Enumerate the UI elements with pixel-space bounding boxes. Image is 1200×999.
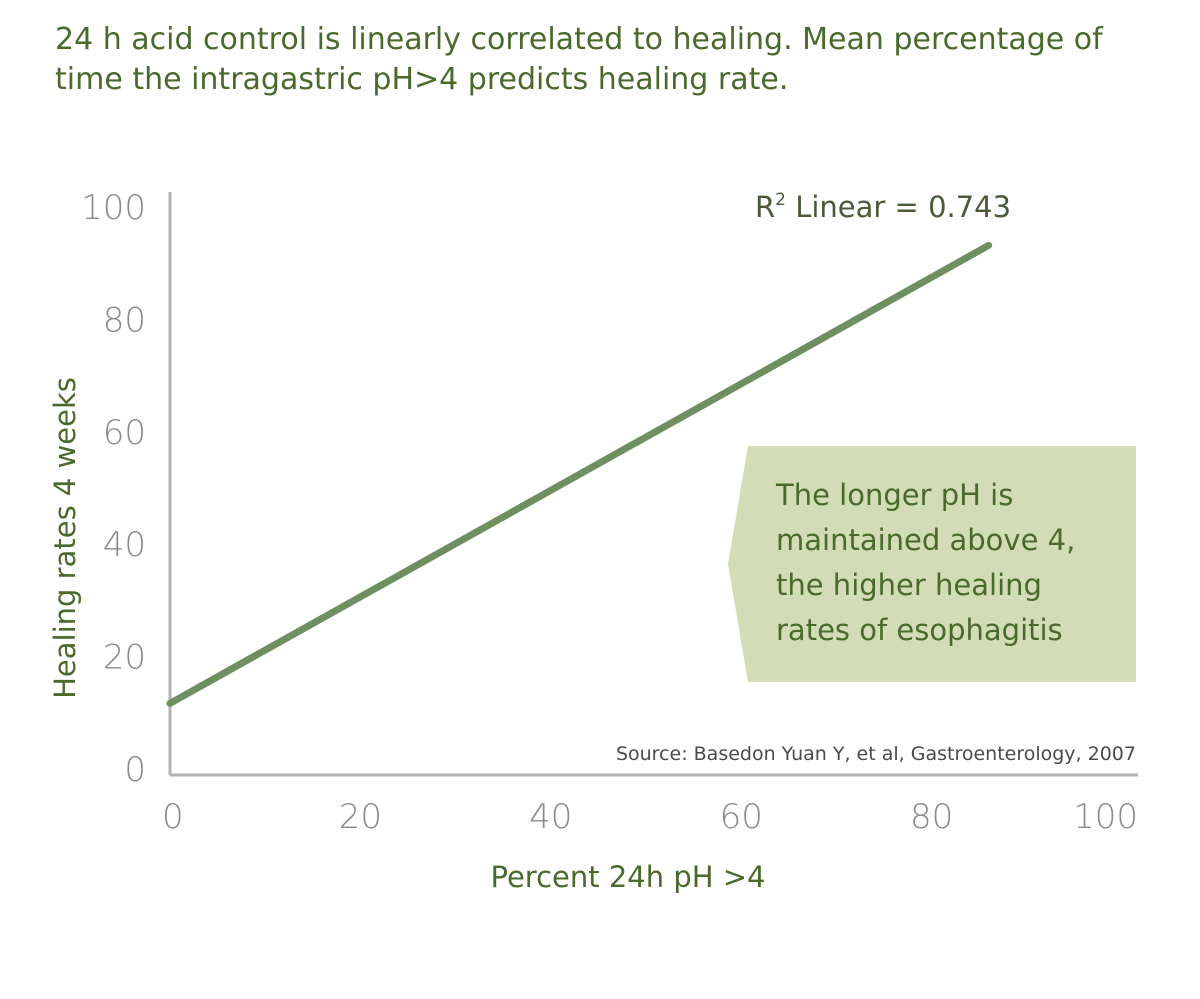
x-tick-label: 40 bbox=[529, 797, 572, 837]
y-tick-label: 80 bbox=[103, 300, 146, 340]
x-tick-label: 60 bbox=[720, 797, 763, 837]
y-tick-label: 60 bbox=[103, 413, 146, 453]
r-squared-superscript: 2 bbox=[775, 190, 786, 210]
y-axis-label: Healing rates 4 weeks bbox=[48, 377, 82, 699]
chart-title-line-1: 24 h acid control is linearly correlated… bbox=[55, 22, 1103, 57]
x-tick-label: 20 bbox=[339, 797, 382, 837]
x-axis-label: Percent 24h pH >4 bbox=[490, 860, 765, 894]
callout-line: rates of esophagitis bbox=[776, 613, 1063, 647]
series-group bbox=[166, 241, 993, 707]
chart-title-line-2: time the intragastric pH>4 predicts heal… bbox=[55, 62, 789, 97]
y-tick-label: 40 bbox=[103, 525, 146, 565]
callout-box bbox=[728, 446, 1136, 682]
r-squared-prefix: R bbox=[755, 190, 775, 224]
callout-line: The longer pH is bbox=[775, 478, 1013, 512]
chart-title: 24 h acid control is linearly correlated… bbox=[55, 20, 1155, 100]
callout-line: the higher healing bbox=[776, 568, 1042, 602]
x-tick-label: 100 bbox=[1073, 797, 1138, 837]
regression-line bbox=[166, 241, 993, 707]
r-squared-label: R2 Linear = 0.743 bbox=[755, 190, 1011, 224]
y-tick-label: 20 bbox=[103, 638, 146, 678]
r-squared-value: Linear = 0.743 bbox=[786, 190, 1011, 224]
source-note: Source: Basedon Yuan Y, et al, Gastroent… bbox=[616, 743, 1136, 765]
callout-text: The longer pH is maintained above 4, the h… bbox=[775, 478, 1075, 647]
y-tick-label: 100 bbox=[81, 188, 146, 228]
callout-line: maintained above 4, bbox=[776, 523, 1075, 557]
y-tick-labels: 0 20 40 60 80 100 bbox=[81, 188, 146, 790]
x-tick-label: 0 bbox=[162, 797, 184, 837]
y-tick-label: 0 bbox=[124, 750, 146, 790]
x-tick-label: 80 bbox=[910, 797, 953, 837]
x-tick-labels: 0 20 40 60 80 100 bbox=[162, 797, 1138, 837]
